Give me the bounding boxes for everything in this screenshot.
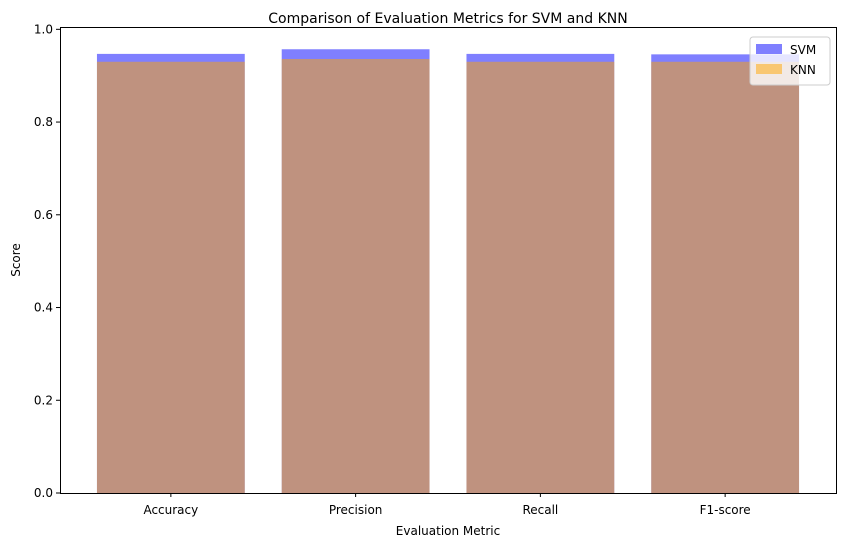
- y-tick-label: 0.4: [34, 301, 53, 315]
- x-axis-label: Evaluation Metric: [396, 524, 500, 538]
- bar-knn-precision: [281, 58, 430, 494]
- bars-group: [96, 49, 800, 494]
- legend-label-svm: SVM: [790, 43, 816, 57]
- bar-knn-f1-score: [651, 61, 800, 493]
- chart-title: Comparison of Evaluation Metrics for SVM…: [268, 11, 627, 27]
- x-tick-label: F1-score: [700, 503, 751, 517]
- legend-swatch-knn: [756, 64, 782, 74]
- x-tick-label: Recall: [522, 503, 558, 517]
- y-axis: 0.0 0.2 0.4 0.6 0.8 1.0: [34, 22, 60, 500]
- x-axis: Accuracy Precision Recall F1-score: [143, 493, 751, 517]
- plot-frame: [60, 27, 837, 494]
- bar-knn-accuracy: [96, 61, 245, 493]
- legend-swatch-svm: [756, 44, 782, 54]
- x-tick-label: Accuracy: [143, 503, 198, 517]
- x-tick-label: Precision: [329, 503, 383, 517]
- legend: SVM KNN: [749, 36, 831, 86]
- bar-knn-recall: [466, 61, 615, 493]
- y-tick-label: 0.0: [34, 486, 53, 500]
- y-axis-label: Score: [9, 243, 23, 277]
- y-tick-label: 1.0: [34, 22, 53, 36]
- y-tick-label: 0.6: [34, 208, 53, 222]
- y-tick-label: 0.2: [34, 393, 53, 407]
- y-tick-label: 0.8: [34, 115, 53, 129]
- legend-label-knn: KNN: [790, 63, 816, 77]
